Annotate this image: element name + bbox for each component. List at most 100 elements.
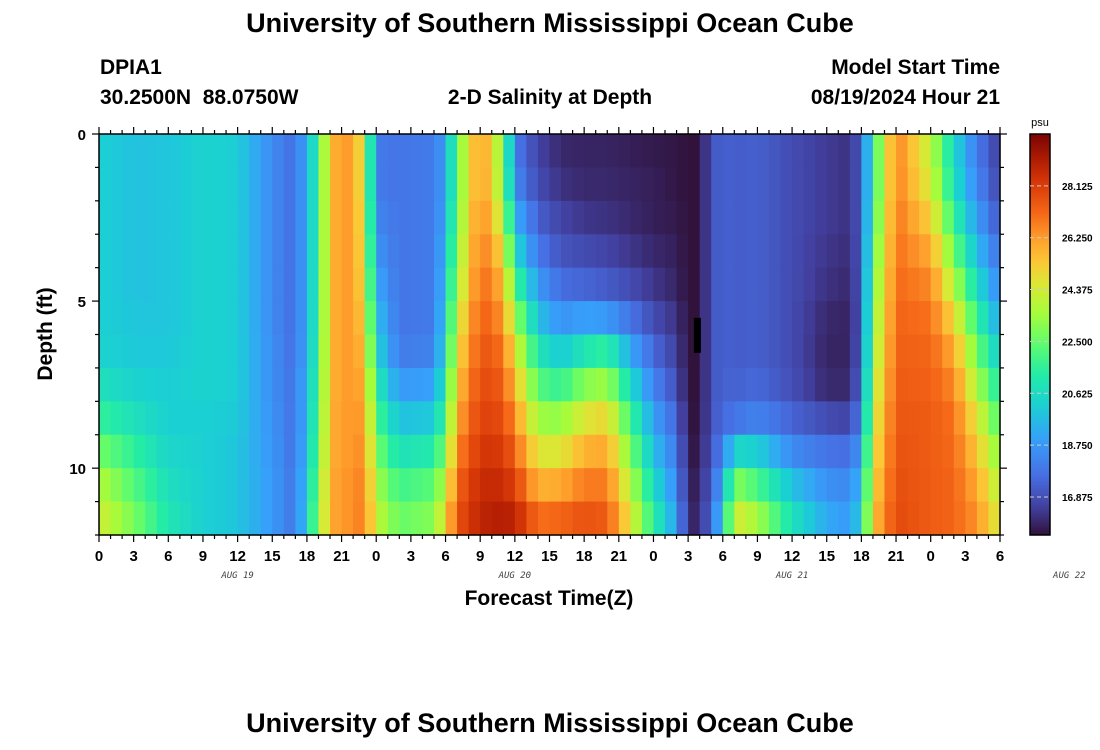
heatmap-cell — [722, 434, 735, 469]
heatmap-cell — [410, 434, 424, 469]
heatmap-cell — [341, 134, 354, 169]
heatmap-cell — [815, 301, 828, 336]
heatmap-cell — [734, 267, 747, 302]
heatmap-cell — [145, 167, 158, 202]
heatmap-cell — [584, 468, 597, 503]
heatmap-cell — [399, 501, 412, 536]
heatmap-cell — [607, 167, 620, 202]
heatmap-cell — [699, 501, 712, 536]
heatmap-cell — [745, 301, 759, 336]
x-tick-label: 6 — [441, 548, 449, 565]
heatmap-cell — [930, 367, 943, 402]
heatmap-cell — [930, 468, 943, 503]
heatmap-cell — [688, 367, 701, 402]
heatmap-cell — [930, 234, 943, 269]
heatmap-cell — [803, 468, 816, 503]
heatmap-cell — [838, 401, 851, 436]
heatmap-cell — [376, 134, 389, 169]
heatmap-cell — [353, 468, 366, 503]
heatmap-cell — [514, 134, 527, 169]
heatmap-cell — [433, 334, 447, 369]
heatmap-cell — [780, 401, 793, 436]
heatmap-cell — [872, 501, 886, 536]
heatmap-cell — [295, 200, 308, 235]
heatmap-cell — [907, 367, 920, 402]
heatmap-cell — [849, 334, 862, 369]
heatmap-cell — [907, 401, 920, 436]
heatmap-cell — [711, 167, 724, 202]
heatmap-cell — [468, 401, 481, 436]
heatmap-cell — [907, 267, 920, 302]
heatmap-cell — [480, 501, 493, 536]
heatmap-cell — [457, 501, 470, 536]
heatmap-cell — [953, 234, 966, 269]
heatmap-cell — [491, 167, 504, 202]
heatmap-cell — [353, 501, 366, 536]
heatmap-cell — [422, 401, 435, 436]
heatmap-cell — [838, 468, 851, 503]
heatmap-cell — [214, 267, 227, 302]
heatmap-cell — [572, 501, 585, 536]
heatmap-cell — [849, 267, 862, 302]
heatmap-cell — [249, 401, 262, 436]
y-axis-label: Depth (ft) — [34, 287, 57, 380]
heatmap-cell — [826, 401, 839, 436]
heatmap-cell — [318, 401, 331, 436]
heatmap-cell — [110, 167, 123, 202]
heatmap-cell — [537, 167, 551, 202]
heatmap-cell — [653, 234, 666, 269]
x-tick-label: 9 — [199, 548, 207, 565]
heatmap-cell — [976, 501, 990, 536]
heatmap-cell — [641, 401, 655, 436]
heatmap-cell — [688, 401, 701, 436]
heatmap-cell — [156, 301, 169, 336]
heatmap-cell — [226, 200, 239, 235]
heatmap-cell — [457, 134, 470, 169]
heatmap-cell — [745, 200, 759, 235]
heatmap-cell — [202, 367, 216, 402]
heatmap-cell — [272, 234, 285, 269]
heatmap-cell — [376, 367, 389, 402]
heatmap-cell — [283, 468, 296, 503]
heatmap-cell — [884, 468, 897, 503]
heatmap-cell — [503, 234, 516, 269]
heatmap-cell — [491, 434, 504, 469]
heatmap-cell — [803, 434, 816, 469]
colorbar-bar — [1029, 133, 1051, 536]
heatmap-cell — [457, 401, 470, 436]
heatmap-cell — [376, 167, 389, 202]
heatmap-cell — [445, 234, 458, 269]
heatmap-cell — [145, 468, 158, 503]
heatmap-cell — [480, 200, 493, 235]
heatmap-cell — [330, 267, 343, 302]
heatmap-cell — [965, 200, 978, 235]
heatmap-cell — [572, 234, 585, 269]
heatmap-cell — [872, 200, 886, 235]
heatmap-cell — [953, 167, 966, 202]
heatmap-cell — [191, 200, 204, 235]
heatmap-cell — [491, 267, 504, 302]
heatmap-cell — [399, 434, 412, 469]
heatmap-cell — [122, 267, 135, 302]
heatmap-cell — [503, 134, 516, 169]
heatmap-cell — [179, 401, 193, 436]
date-label: AUG 20 — [498, 571, 532, 581]
heatmap-cell — [699, 401, 712, 436]
heatmap-cell — [133, 267, 146, 302]
heatmap-cell — [387, 468, 400, 503]
heatmap-cell — [433, 434, 447, 469]
heatmap-cell — [318, 301, 331, 336]
heatmap-cell — [306, 501, 320, 536]
heatmap-cell — [757, 134, 770, 169]
heatmap-cell — [907, 468, 920, 503]
heatmap-cell — [110, 367, 123, 402]
heatmap-cell — [468, 334, 481, 369]
heatmap-cell — [330, 234, 343, 269]
heatmap-cell — [815, 434, 828, 469]
heatmap-cell — [353, 267, 366, 302]
heatmap-cell — [792, 401, 805, 436]
heatmap-cell — [122, 134, 135, 169]
heatmap-cell — [283, 367, 296, 402]
heatmap-cell — [896, 234, 909, 269]
heatmap-cell — [526, 501, 539, 536]
